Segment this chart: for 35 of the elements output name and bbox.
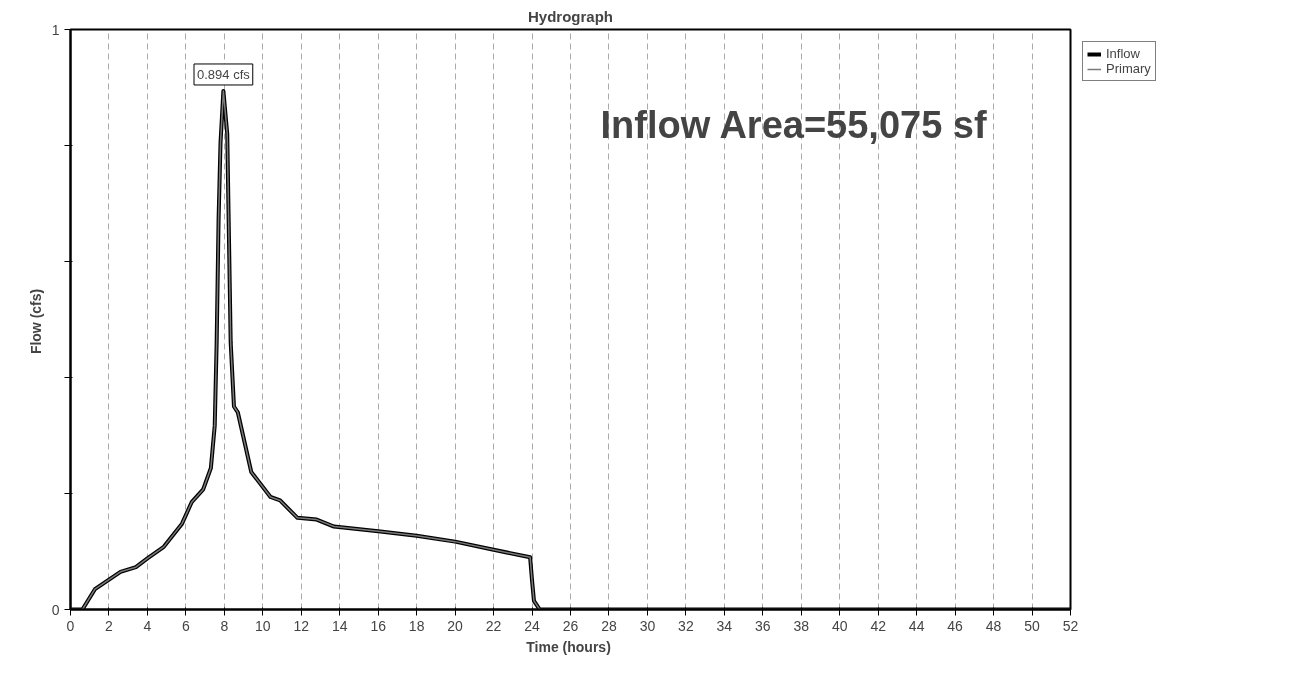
x-tick-label: 42: [870, 617, 887, 634]
x-tick-label: 28: [601, 617, 617, 634]
x-tick-label: 48: [985, 617, 1002, 634]
y-axis-title: Flow (cfs): [27, 288, 44, 355]
y-tick-label: 1: [51, 21, 60, 38]
x-tick-label: 4: [143, 617, 152, 634]
x-tick-label: 34: [716, 617, 733, 634]
x-tick-label: 16: [370, 617, 387, 634]
x-tick-label: 46: [947, 617, 964, 634]
x-tick-label: 20: [447, 617, 464, 634]
x-tick-label: 44: [908, 617, 925, 634]
x-tick-label: 50: [1024, 617, 1041, 634]
x-tick-label: 18: [408, 617, 425, 634]
x-tick-label: 10: [255, 617, 271, 634]
x-tick-label: 14: [331, 617, 348, 634]
x-tick-label: 40: [831, 617, 848, 634]
x-axis-title: Time (hours): [526, 638, 611, 655]
x-tick-label: 0: [66, 617, 75, 634]
annotation: 0.894 cfs: [197, 66, 251, 82]
chart-title: Hydrograph: [528, 7, 614, 25]
legend-label: Inflow: [1106, 46, 1140, 61]
x-tick-label: 38: [793, 617, 810, 634]
x-tick-label: 6: [181, 617, 190, 634]
x-tick-label: 24: [524, 617, 541, 634]
annotation: Inflow Area=55,075 sf: [600, 103, 988, 146]
x-tick-label: 12: [293, 617, 310, 634]
x-tick-label: 8: [220, 617, 229, 634]
x-tick-label: 32: [678, 617, 694, 634]
legend-label: Primary: [1106, 61, 1151, 76]
x-tick-label: 26: [562, 617, 579, 634]
x-tick-label: 52: [1062, 617, 1079, 634]
x-tick-label: 2: [105, 617, 114, 634]
x-tick-label: 30: [639, 617, 656, 634]
x-tick-label: 36: [755, 617, 771, 634]
x-tick-label: 22: [485, 617, 502, 634]
